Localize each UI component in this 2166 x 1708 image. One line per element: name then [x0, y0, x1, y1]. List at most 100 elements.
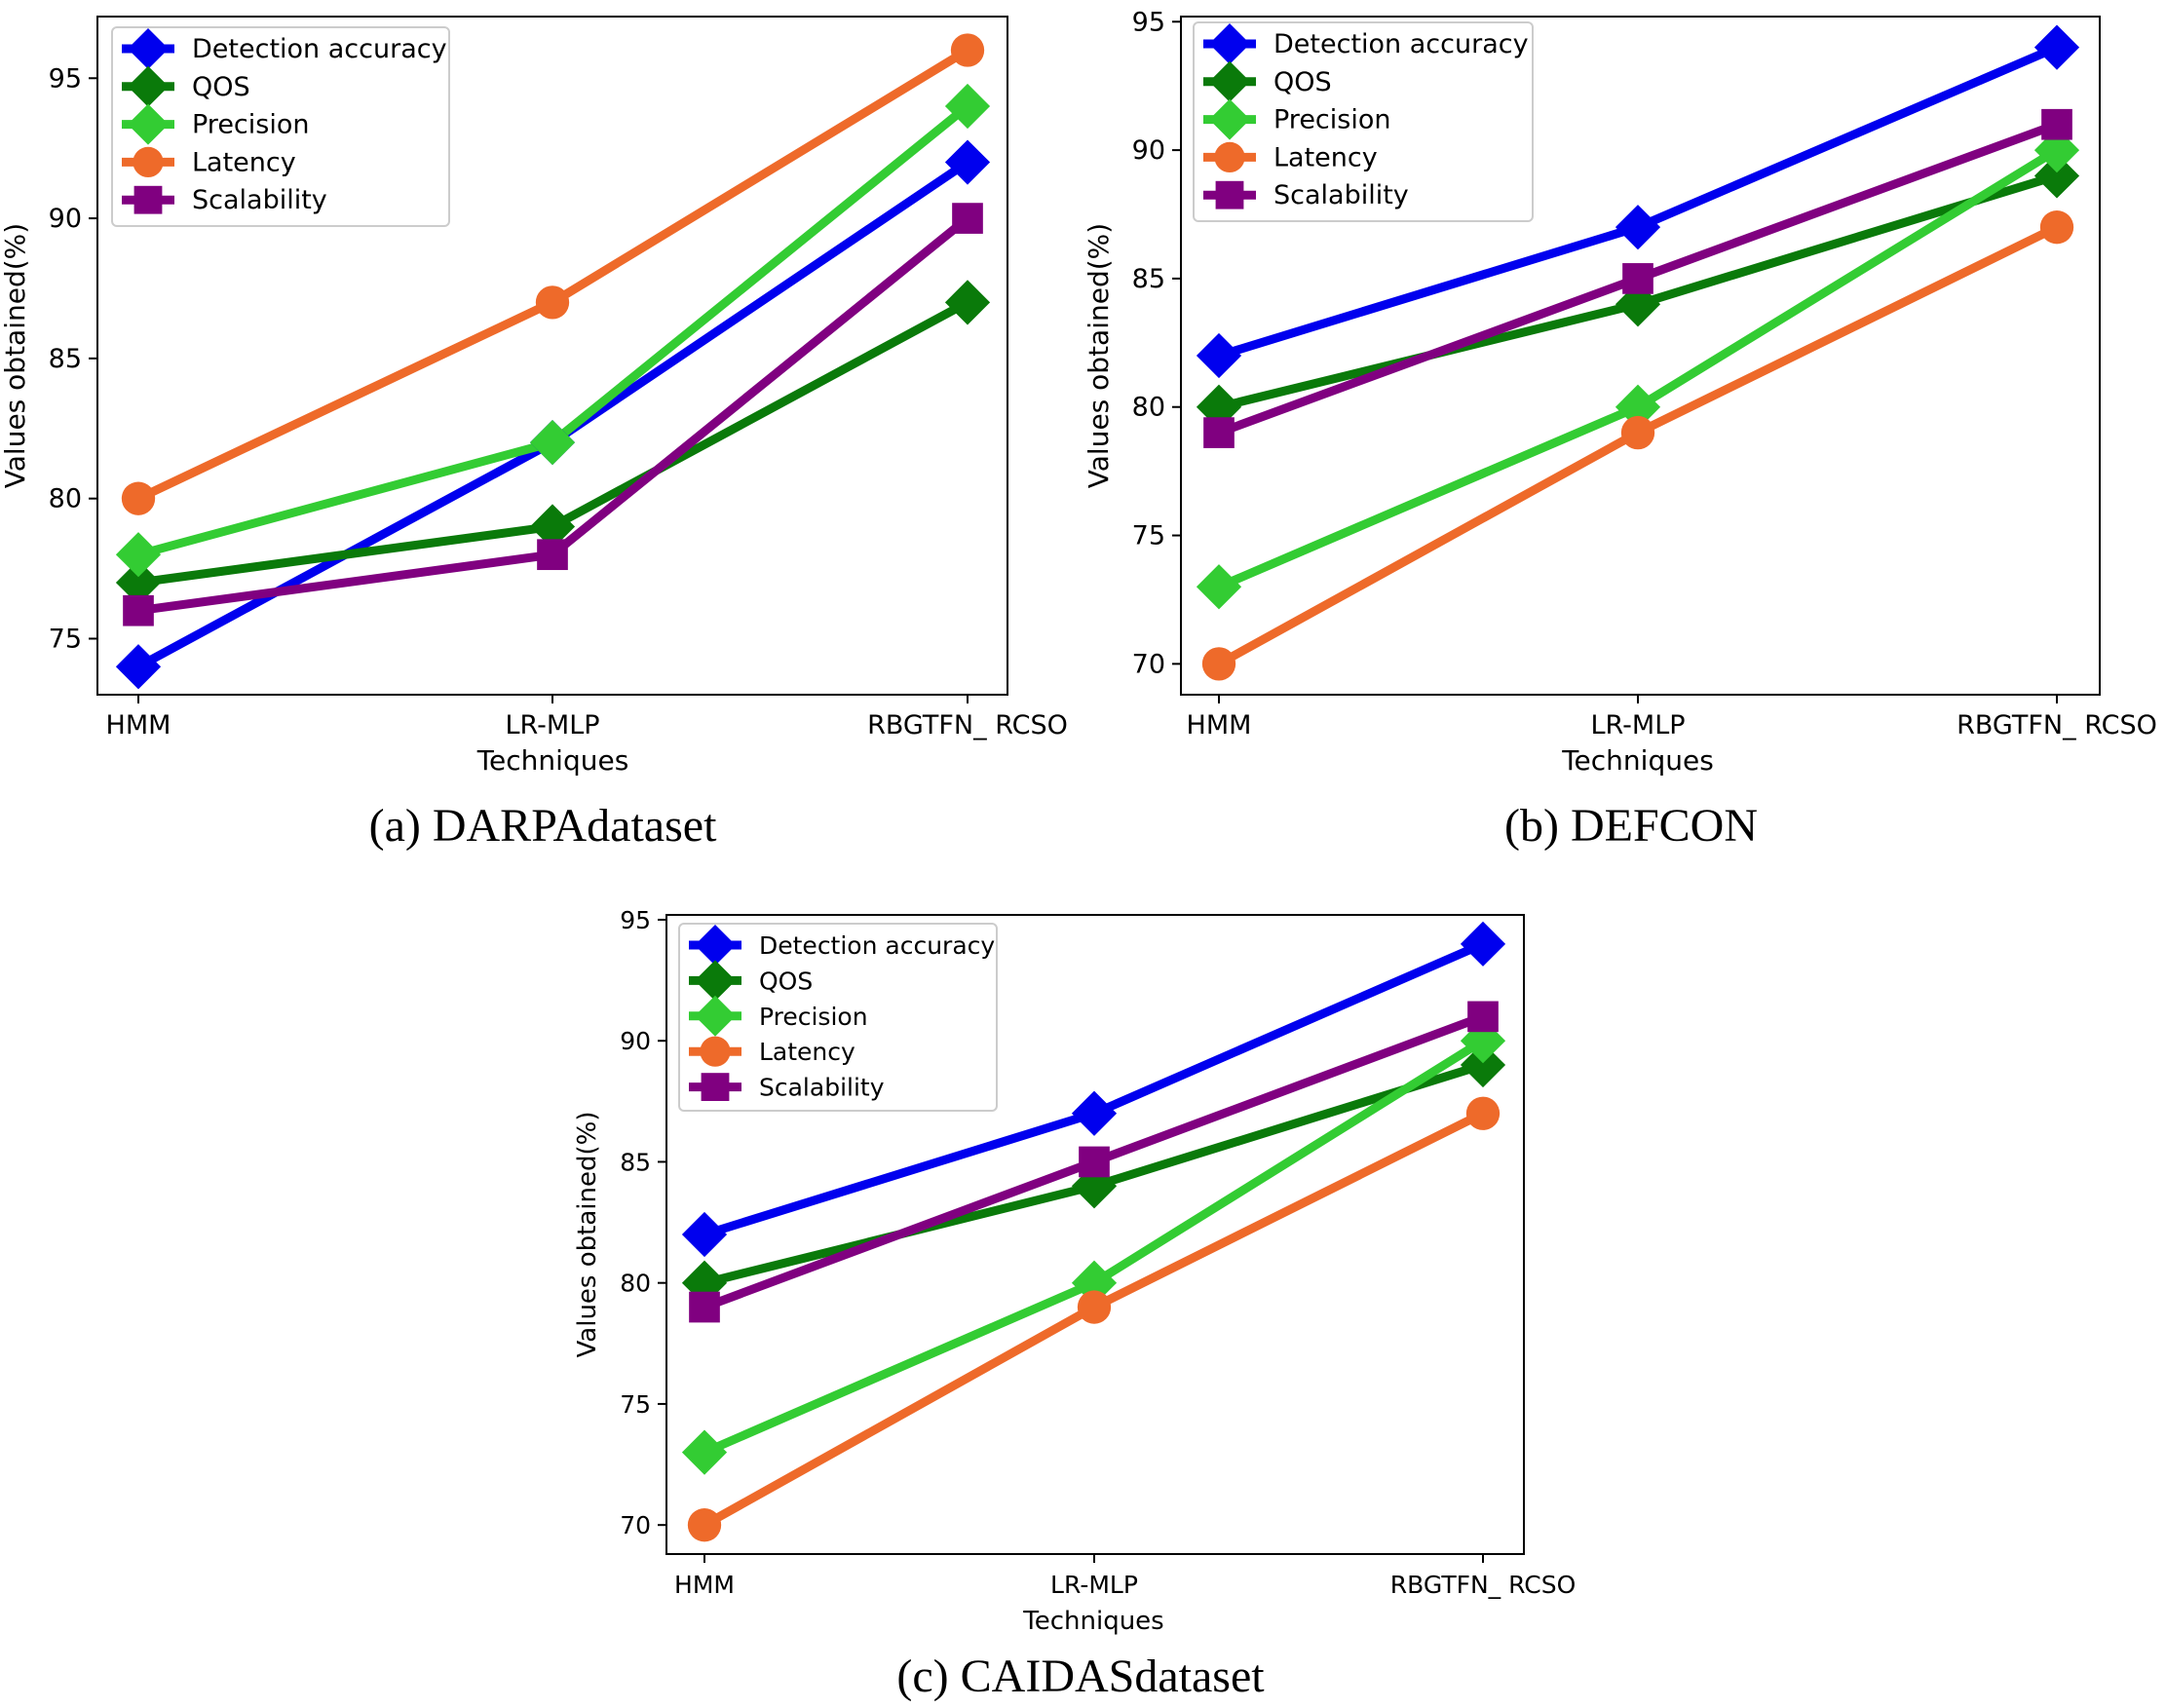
y-tick-label: 75 — [620, 1390, 651, 1419]
legend-marker-precision — [1209, 98, 1250, 140]
plot-frame — [1180, 16, 2101, 696]
data-point-latency — [1465, 1096, 1501, 1130]
data-point-scalability — [2041, 108, 2072, 140]
y-tick-label: 85 — [620, 1148, 651, 1176]
legend-label-scalability: Scalability — [759, 1074, 885, 1102]
x-tick-label: RBGTFN_ RCSO — [1957, 710, 2157, 740]
legend-marker-qos — [128, 65, 169, 107]
y-tick-label: 70 — [620, 1511, 651, 1539]
data-point-precision — [1196, 564, 1242, 610]
y-tick-label: 90 — [49, 204, 82, 234]
y-tick-label: 80 — [49, 484, 82, 514]
legend-marker-detection-accuracy — [128, 28, 169, 69]
y-axis-label: Values obtained(%) — [573, 1112, 602, 1358]
legend-marker-latency — [1214, 141, 1245, 172]
y-tick-label: 70 — [1132, 649, 1165, 679]
chart-panel-defcon: 70 75 80 85 90 95 HMM LR-MLP RBGTFN_ RCSO Techniq… — [1083, 7, 2157, 777]
data-point-latency — [535, 285, 570, 320]
data-point-detection-accuracy — [1071, 1090, 1118, 1136]
y-tick-label: 80 — [620, 1270, 651, 1298]
caption-a: (a) DARPAdataset — [369, 800, 718, 852]
x-tick-label: LR-MLP — [505, 710, 599, 740]
legend-marker-precision — [128, 103, 169, 145]
data-point-qos — [1615, 282, 1661, 327]
legend-marker-qos — [695, 960, 736, 1002]
x-tick-label: LR-MLP — [1590, 710, 1685, 740]
y-tick-label: 85 — [1132, 264, 1165, 294]
legend-label-precision: Precision — [1273, 105, 1390, 135]
legend-marker-latency — [133, 146, 164, 177]
data-point-detection-accuracy — [1615, 205, 1661, 250]
y-tick-label: 80 — [1132, 393, 1165, 423]
data-point-precision — [1071, 1260, 1118, 1306]
legend: Detection accuracy QOS Precision Latency Sca… — [111, 26, 450, 227]
data-point-scalability — [1203, 417, 1235, 448]
data-point-latency — [1201, 647, 1236, 681]
x-tick-label: HMM — [674, 1571, 735, 1599]
legend-marker-latency — [700, 1036, 731, 1067]
legend-box — [111, 26, 450, 227]
chart-panel-darpa: 75 80 85 90 95 HMM LR-MLP RBGTFN_ RCSO Technique… — [0, 16, 1068, 777]
data-point-scalability — [1079, 1146, 1110, 1178]
legend-marker-precision — [695, 995, 736, 1037]
data-point-qos — [529, 504, 576, 550]
legend-label-qos: QOS — [1273, 67, 1332, 97]
data-point-precision — [944, 83, 991, 130]
data-point-scalability — [1622, 263, 1653, 294]
y-tick-label: 75 — [1132, 521, 1165, 551]
caption-c: (c) CAIDASdataset — [896, 1651, 1265, 1702]
data-point-latency — [1620, 415, 1655, 450]
x-tick-label: RBGTFN_ RCSO — [867, 710, 1068, 740]
legend-label-precision: Precision — [759, 1003, 868, 1031]
y-tick-label: 95 — [620, 906, 651, 934]
data-point-latency — [687, 1508, 722, 1542]
data-point-detection-accuracy — [1460, 921, 1506, 967]
data-point-scalability — [1467, 1001, 1499, 1033]
y-axis-label: Values obtained(%) — [1083, 223, 1115, 488]
x-tick-label: HMM — [1187, 710, 1252, 740]
y-tick-label: 90 — [620, 1027, 651, 1055]
data-point-precision — [681, 1429, 728, 1475]
legend-marker-scalability — [701, 1073, 730, 1101]
legend-marker-scalability — [133, 185, 163, 214]
data-point-detection-accuracy — [681, 1211, 728, 1258]
data-point-detection-accuracy — [115, 644, 162, 690]
data-point-latency — [950, 33, 985, 67]
data-point-qos — [944, 280, 991, 325]
data-point-precision — [529, 420, 576, 466]
legend-label-latency: Latency — [759, 1038, 855, 1066]
data-point-latency — [121, 481, 156, 515]
x-axis-label: Techniques — [1561, 744, 1714, 777]
data-point-scalability — [952, 203, 983, 234]
data-point-qos — [2033, 153, 2080, 199]
data-point-scalability — [689, 1291, 720, 1323]
y-tick-label: 85 — [49, 344, 82, 374]
legend-label-latency: Latency — [192, 147, 296, 177]
data-point-detection-accuracy — [2033, 24, 2080, 70]
y-tick-label: 75 — [49, 624, 82, 654]
data-point-qos — [1460, 1042, 1506, 1088]
data-point-qos — [1196, 384, 1242, 430]
legend-label-scalability: Scalability — [1273, 180, 1409, 210]
data-point-detection-accuracy — [944, 139, 991, 185]
caption-b: (b) DEFCON — [1504, 800, 1758, 852]
x-axis-label: Techniques — [476, 744, 629, 777]
data-point-latency — [1077, 1290, 1112, 1324]
y-tick-label: 95 — [49, 63, 82, 94]
data-point-precision — [115, 532, 162, 578]
legend-label-qos: QOS — [759, 967, 813, 995]
legend-label-precision: Precision — [192, 110, 309, 140]
legend-label-latency: Latency — [1273, 142, 1378, 172]
data-point-precision — [1460, 1018, 1506, 1064]
legend-label-scalability: Scalability — [192, 185, 327, 215]
y-axis-label: Values obtained(%) — [0, 223, 31, 488]
chart-panel-caidas: 70 75 80 85 90 95 HMM LR-MLP RBGTFN_ RCSO Techniq… — [573, 906, 1576, 1636]
legend-marker-detection-accuracy — [695, 925, 736, 966]
legend-box — [678, 923, 998, 1112]
data-point-scalability — [123, 594, 154, 626]
legend-marker-scalability — [1215, 180, 1244, 209]
data-point-detection-accuracy — [1196, 332, 1242, 379]
legend-label-detection-accuracy: Detection accuracy — [1273, 29, 1529, 59]
x-tick-label: HMM — [106, 710, 171, 740]
